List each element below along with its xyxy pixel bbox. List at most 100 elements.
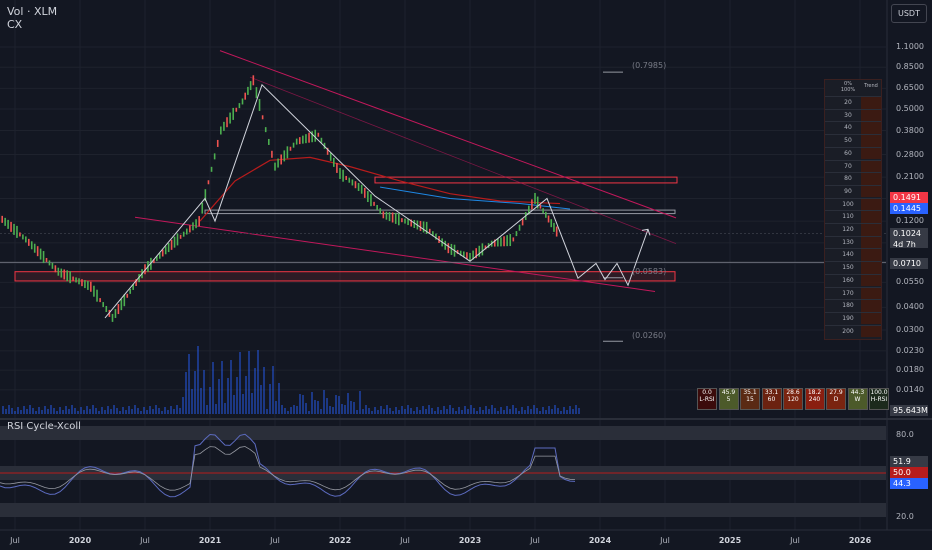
- matrix-level: 30: [844, 111, 852, 119]
- rsi-box-period: H-RSI: [870, 396, 888, 403]
- range-box: [204, 209, 676, 215]
- volume-bar: [539, 411, 541, 414]
- volume-bar: [20, 410, 22, 414]
- rsi-timeframe-box: 28.6 120: [783, 388, 803, 410]
- volume-bar: [224, 403, 226, 414]
- fib-label: (0.0583): [632, 267, 667, 276]
- volume-bar: [116, 408, 118, 414]
- matrix-trend-cell: [861, 185, 881, 198]
- volume-bar: [89, 409, 91, 414]
- matrix-trend-cell: [861, 211, 881, 223]
- volume-bar: [569, 406, 571, 414]
- volume-bar: [347, 393, 349, 414]
- volume-bar: [305, 403, 307, 414]
- volume-bar: [290, 407, 292, 414]
- volume-bar: [371, 411, 373, 414]
- matrix-row: 20: [825, 96, 881, 109]
- volume-bar: [551, 409, 553, 414]
- matrix-level: 50: [844, 137, 852, 145]
- price-badge-label: 0.1491: [893, 193, 921, 202]
- volume-bar: [356, 410, 358, 414]
- volume-bar: [542, 407, 544, 414]
- matrix-row: 140: [825, 248, 881, 261]
- volume-bar: [251, 393, 253, 414]
- volume-bar: [41, 410, 43, 414]
- volume-bar: [479, 407, 481, 414]
- time-tick: Jul: [660, 536, 670, 545]
- rsi-box-value: 44.3: [850, 389, 865, 396]
- volume-bar: [173, 409, 175, 414]
- matrix-row: 100: [825, 197, 881, 211]
- volume-bar: [122, 407, 124, 414]
- volume-bar: [98, 411, 100, 414]
- volume-bar: [80, 407, 82, 414]
- rsi-badge: 51.9: [890, 456, 928, 467]
- volume-bar: [521, 407, 523, 414]
- volume-bar: [2, 406, 4, 414]
- volume-bar: [449, 405, 451, 414]
- volume-bar: [467, 409, 469, 414]
- volume-bar: [23, 406, 25, 414]
- support-zone: [14, 271, 676, 282]
- matrix-level: 120: [842, 226, 854, 233]
- matrix-trend-cell: [861, 135, 881, 147]
- volume-bar: [461, 410, 463, 414]
- volume-bar: [452, 408, 454, 414]
- volume-bar: [368, 408, 370, 414]
- volume-bar: [77, 411, 79, 414]
- time-tick: Jul: [140, 536, 150, 545]
- matrix-trend-cell: [861, 274, 881, 287]
- price-tick: 0.5000: [896, 103, 924, 113]
- time-tick: 2020: [68, 536, 92, 545]
- rsi-box-period: 120: [787, 396, 799, 403]
- price-badge: 95.643M: [890, 405, 928, 416]
- volume-bar: [284, 408, 286, 414]
- volume-bar: [434, 411, 436, 414]
- volume-bar: [308, 411, 310, 414]
- time-tick: Jul: [10, 536, 20, 545]
- price-tick: 0.1200: [896, 216, 924, 226]
- volume-bar: [350, 401, 352, 414]
- rsi-indicator-label[interactable]: RSI Cycle-Xcoll: [7, 421, 81, 432]
- matrix-trend-cell: [861, 198, 881, 211]
- matrix-row: 70: [825, 159, 881, 172]
- volume-bar: [170, 406, 172, 414]
- rsi-timeframe-box: 18.2 240: [804, 388, 825, 410]
- matrix-trend-cell: [861, 300, 881, 312]
- volume-bar: [440, 410, 442, 414]
- volume-bar: [563, 407, 565, 414]
- matrix-row: 120: [825, 223, 881, 236]
- volume-bar: [398, 410, 400, 414]
- rsi-timeframe-box: 0.0 L-RSI: [697, 388, 717, 410]
- volume-bar: [476, 411, 478, 414]
- volume-bar: [338, 396, 340, 414]
- volume-bar: [278, 383, 280, 414]
- price-tick: 0.3800: [896, 125, 924, 135]
- volume-bar: [344, 405, 346, 414]
- matrix-level: 110: [842, 213, 854, 221]
- rsi-line: [0, 433, 576, 498]
- volume-bar: [464, 406, 466, 414]
- matrix-level: 90: [844, 187, 852, 195]
- volume-bar: [140, 411, 142, 414]
- volume-bar: [332, 407, 334, 414]
- rsi-upper-band: [0, 426, 886, 440]
- volume-bar: [524, 410, 526, 414]
- currency-button[interactable]: USDT: [891, 4, 927, 23]
- rsi-tick: 80.0: [896, 430, 914, 439]
- volume-bar: [149, 406, 151, 414]
- rsi-timeframe-box: 35.1 15: [740, 388, 760, 410]
- volume-bar: [263, 367, 265, 414]
- volume-bar: [359, 391, 361, 414]
- volume-bar: [416, 407, 418, 414]
- volume-bar: [152, 409, 154, 414]
- matrix-level: 190: [842, 314, 854, 322]
- time-tick: Jul: [270, 536, 280, 545]
- matrix-trend-cell: [861, 224, 881, 236]
- volume-bar: [32, 408, 34, 414]
- volume-bar: [158, 408, 160, 414]
- volume-bar: [260, 385, 262, 414]
- matrix-trend-cell: [861, 122, 881, 134]
- price-tick: 0.0140: [896, 384, 924, 394]
